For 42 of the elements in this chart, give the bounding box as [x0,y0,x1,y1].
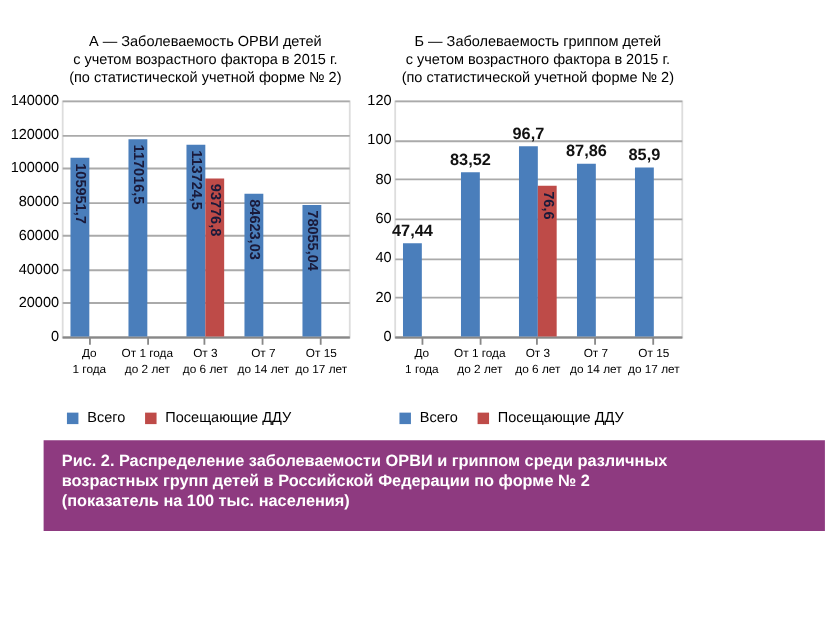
data-label: 85,9 [628,146,662,165]
y-tick-label: 20000 [18,293,60,312]
y-tick-label: 120000 [10,124,60,143]
data-label: 47,44 [391,221,434,240]
data-label: 87,86 [565,142,608,161]
text: Рис. 2. Распределение заболеваемости ОРВИ и гриппом среди различных возрастных групп детей в Российской Федерации по форме № 2 (показатель на 100 тыс. населения) [61,451,669,510]
y-tick-label: 20 [375,287,392,306]
data-label: 113724,5 [188,150,207,210]
data-label: 93776,8 [207,183,226,237]
legend-label: Всего [87,408,126,426]
y-tick-label: 0 [50,327,60,346]
bar [537,185,557,337]
data-label: 117016,5 [130,144,149,205]
y-tick-label: 120 [367,90,392,109]
bar [634,167,654,337]
legend-label: Всего [419,408,458,426]
data-label: 83,52 [449,150,492,169]
y-tick-label: 40000 [18,259,60,278]
data-label: 96,7 [512,124,546,143]
bar [128,139,148,337]
chart-title: Б — Заболеваемость гриппом детей с учетом возрастного фактора в 2015 г. (по статистической учетной форме № 2) [401,31,675,87]
y-tick-label: 140000 [10,90,60,109]
y-tick-label: 100 [367,130,392,149]
data-label: 84623,03 [246,199,265,260]
bar [576,163,596,337]
chart-title: А — Заболеваемость ОРВИ детей с учетом возрастного фактора в 2015 г. (по статистической учетной форме № 2) [69,31,342,87]
y-tick-label: 40 [375,248,392,267]
data-label: 105951,7 [72,163,91,224]
bar [518,146,538,337]
bar [402,243,422,337]
y-tick-label: 0 [383,327,392,346]
data-label: 76,6 [539,191,558,220]
bar [186,144,206,337]
y-tick-label: 60 [375,209,392,228]
y-tick-label: 80 [375,169,392,188]
y-tick-label: 100000 [10,158,60,177]
data-label: 78055,04 [304,210,323,271]
legend-label: Посещающие ДДУ [497,408,625,426]
legend-label: Посещающие ДДУ [165,408,292,426]
bar [460,172,480,337]
y-tick-label: 60000 [18,225,60,244]
y-tick-label: 80000 [18,192,60,211]
